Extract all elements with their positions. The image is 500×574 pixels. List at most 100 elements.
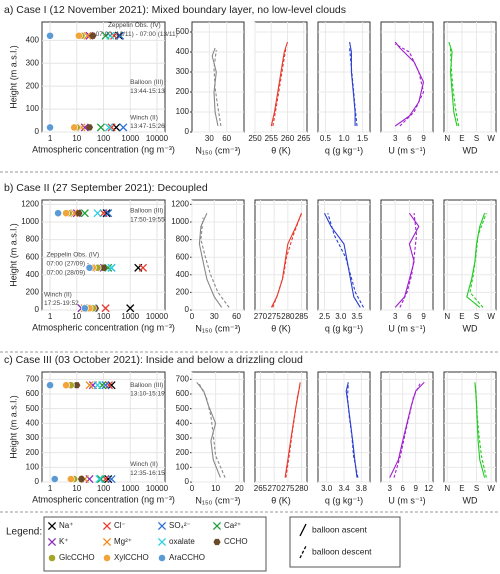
profile-line: [327, 213, 364, 308]
marker: [80, 209, 89, 218]
x-tick-label: 275: [281, 484, 295, 493]
x-axis-label: U (m s⁻¹): [388, 495, 425, 505]
x-axis-label: θ (K): [271, 323, 291, 333]
profile-line: [469, 213, 487, 308]
x-axis-label: WD: [463, 495, 478, 505]
y-tick-label: 100: [26, 104, 40, 113]
plot-frame: [254, 21, 308, 133]
x-tick-label: S: [474, 134, 479, 143]
y-tick-label: 200: [176, 448, 190, 457]
marker: [126, 304, 135, 313]
x-axis-label: U (m s⁻¹): [388, 145, 425, 155]
profile-line: [394, 41, 425, 127]
x-tick-label: 3.8: [356, 484, 368, 493]
marker: [104, 209, 113, 218]
y-tick-label: 300: [176, 433, 190, 442]
y-tick-label: 1200: [171, 200, 189, 209]
marker: [74, 31, 83, 40]
profile-line: [393, 383, 421, 478]
x-tick-label: N: [444, 312, 450, 321]
x-tick-label: 1.0: [338, 134, 350, 143]
x-tick-label: 3.0: [335, 312, 347, 321]
legend-label: Ca²⁺: [224, 521, 241, 530]
legend-label: K⁺: [59, 537, 69, 546]
y-tick-label: 100: [176, 107, 190, 116]
y-tick-label: 0: [185, 127, 190, 136]
x-axis-label: WD: [463, 145, 478, 155]
annotation: 12:35-16:15: [130, 470, 165, 477]
marker: [99, 264, 108, 271]
annotation: 17:25-19:52: [44, 300, 79, 307]
plot-frame: [191, 371, 245, 483]
plot-frame: [254, 199, 308, 311]
y-tick-label: 0: [35, 127, 40, 136]
x-tick-label: 6: [407, 312, 412, 321]
x-tick-label: 3: [393, 134, 398, 143]
x-tick-label: 3: [393, 312, 398, 321]
x-tick-label: 9: [413, 484, 418, 493]
legend-line: [299, 523, 307, 537]
y-tick-label: 800: [176, 235, 190, 244]
marker: [46, 31, 54, 40]
x-tick-label: 275: [267, 312, 281, 321]
x-tick-label: 9: [421, 134, 426, 143]
marker: [85, 381, 94, 390]
marker: [107, 123, 116, 132]
marker: [104, 263, 113, 272]
profile-line: [349, 47, 358, 127]
x-axis-label: N₁₅₀ (cm⁻³): [195, 145, 240, 155]
marker: [102, 209, 111, 218]
y-tick-label: 400: [26, 35, 40, 44]
x-tick-label: 12: [424, 484, 433, 493]
legend-label: AraCCHO: [169, 553, 205, 562]
legend-box: [43, 516, 267, 572]
x-tick-label: 0: [190, 484, 195, 493]
profile-line: [448, 41, 458, 127]
marker: [110, 31, 119, 40]
annotation: Balloon (III): [130, 79, 163, 86]
profile-line: [198, 383, 226, 478]
y-tick-label: 200: [176, 87, 190, 96]
marker: [75, 210, 83, 217]
legend-label: Na⁺: [59, 521, 73, 530]
profile-line: [270, 41, 289, 127]
x-tick-label: 10: [72, 484, 81, 493]
x-tick-label: 265: [297, 134, 311, 143]
marker: [104, 381, 114, 390]
marker: [46, 381, 54, 390]
y-tick-label: 700: [26, 374, 40, 383]
profile-line: [211, 47, 219, 127]
profile-line: [272, 213, 303, 308]
x-tick-label: 100: [97, 484, 111, 493]
x-tick-label: 285: [295, 312, 309, 321]
y-tick-label: 0: [35, 305, 40, 314]
y-tick-label: 500: [176, 27, 190, 36]
y-tick-label: 200: [26, 288, 40, 297]
marker: [107, 475, 116, 484]
x-tick-label: 3.4: [338, 484, 350, 493]
marker: [96, 123, 105, 132]
y-tick-label: 1000: [21, 217, 39, 226]
x-tick-label: 255: [265, 134, 279, 143]
y-tick-label: 1000: [171, 217, 189, 226]
profile-line: [394, 43, 425, 127]
x-tick-label: 100: [97, 312, 111, 321]
x-tick-label: 3: [387, 484, 392, 493]
profile-line: [349, 41, 356, 126]
profile-line: [285, 383, 301, 478]
marker: [62, 209, 71, 218]
plot-frame: [191, 21, 245, 133]
marker: [83, 31, 92, 40]
x-tick-label: S: [474, 312, 479, 321]
x-tick-label: E: [459, 312, 464, 321]
x-tick-label: 6: [407, 134, 412, 143]
y-tick-label: 400: [26, 270, 40, 279]
chart-title: c) Case III (03 October 2021): Inside an…: [4, 354, 303, 366]
marker: [119, 123, 128, 132]
y-tick-label: 100: [26, 462, 40, 471]
y-axis-label: Height (m a.s.l.): [8, 45, 18, 109]
x-tick-label: 100: [97, 134, 111, 143]
annotation: Zeppelin Obs. (IV): [46, 252, 99, 259]
x-tick-label: 280: [281, 312, 295, 321]
